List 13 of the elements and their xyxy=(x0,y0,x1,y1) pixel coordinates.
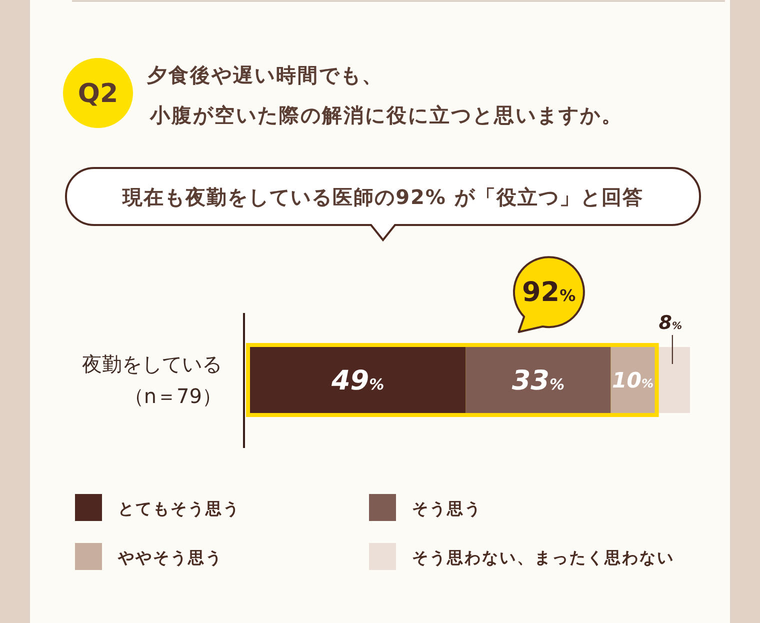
legend-label: そう思わない、まったく思わない xyxy=(412,548,674,567)
data-label: 49% xyxy=(330,366,384,397)
question-badge: Q2 xyxy=(63,58,133,128)
y-tick-label: 夜勤をしている（n＝79） xyxy=(82,352,222,408)
data-label: 8% xyxy=(658,312,682,334)
data-label: 10% xyxy=(612,368,654,394)
chart-subtitle: 現在も夜勤をしている医師の92% が「役立つ」と回答 xyxy=(122,185,644,209)
data-label: 33% xyxy=(512,366,565,397)
legend-label: そう思う xyxy=(412,499,482,518)
chart-title: 夕食後や遅い時間でも、小腹が空いた際の解消に役に立つと思いますか。 xyxy=(146,63,623,127)
legend-label: ややそう思う xyxy=(117,548,223,567)
legend-label: とてもそう思う xyxy=(118,499,240,518)
band-label: 92% xyxy=(522,277,576,308)
